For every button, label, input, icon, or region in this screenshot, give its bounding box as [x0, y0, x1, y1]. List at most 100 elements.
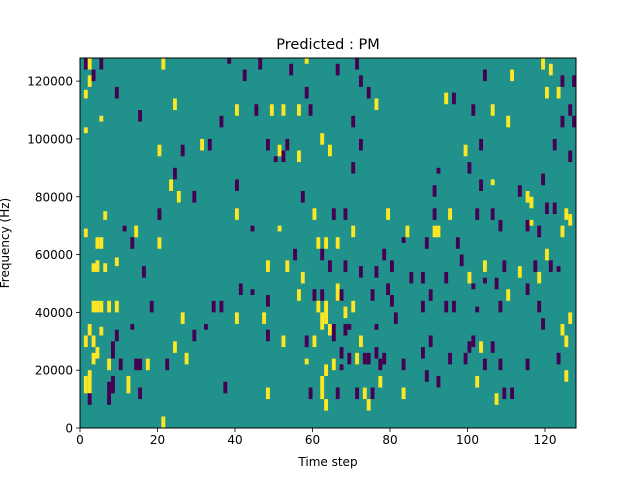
heatmap-cell-high [95, 260, 100, 272]
heatmap-cell-low [498, 358, 503, 371]
heatmap-cell-low [556, 266, 561, 272]
heatmap-cell-high [180, 312, 185, 324]
x-tick-label: 20 [150, 433, 165, 447]
heatmap-cell-high [401, 387, 406, 400]
heatmap-cell-high [83, 335, 88, 348]
heatmap-cell-low [351, 115, 356, 128]
heatmap-cell-low [452, 92, 456, 105]
heatmap-cell-low [428, 335, 433, 348]
heatmap-cell-high [545, 248, 549, 261]
heatmap-cell-high [87, 58, 92, 70]
heatmap-cell-low [157, 208, 162, 220]
heatmap-cell-low [475, 208, 480, 220]
heatmap-cell-high [176, 190, 181, 203]
heatmap-cell-low [130, 323, 135, 330]
heatmap-cell-low [339, 347, 344, 359]
heatmap-cell-low [192, 329, 197, 342]
heatmap-cell-high [83, 127, 88, 134]
heatmap-cell-low [374, 323, 379, 330]
heatmap-cell-high [99, 326, 104, 336]
heatmap-cell-low [475, 306, 480, 313]
heatmap-cell-low [111, 341, 115, 359]
heatmap-cell-low [138, 358, 143, 371]
heatmap-cell-high [324, 300, 329, 324]
heatmap-cell-high [145, 358, 150, 371]
heatmap-cell-high [297, 104, 301, 116]
heatmap-cell-high [351, 300, 356, 313]
heatmap-cell-low [285, 138, 290, 151]
heatmap-cell-high [277, 144, 282, 157]
heatmap-cell-high [107, 300, 112, 313]
heatmap-cell-low [343, 323, 348, 336]
heatmap-cell-low [359, 75, 363, 87]
heatmap-cell-high [564, 335, 569, 348]
heatmap-cell-low [118, 358, 123, 371]
heatmap-cell-high [374, 98, 379, 111]
heatmap-cell-high [235, 208, 239, 220]
heatmap-cell-high [157, 237, 162, 249]
heatmap-cell-high [359, 335, 363, 348]
heatmap-cell-high [320, 133, 325, 145]
heatmap-cell-high [281, 335, 286, 348]
heatmap-cell-low [343, 260, 348, 272]
heatmap-cell-low [328, 260, 332, 272]
heatmap-cell-low [235, 179, 239, 191]
heatmap-cell-low [335, 387, 340, 400]
heatmap-cell-low [331, 323, 336, 342]
heatmap-cell-high [99, 115, 104, 122]
heatmap-cell-high [320, 375, 325, 388]
heatmap-cell-low [548, 260, 553, 272]
heatmap-cell-high [297, 289, 301, 301]
heatmap-cell-high [235, 312, 239, 324]
heatmap-cell-low [180, 144, 185, 157]
heatmap-cell-high [525, 190, 530, 203]
heatmap-cell-low [266, 138, 270, 151]
heatmap-cell-low [401, 358, 406, 371]
heatmap-cell-high [335, 237, 340, 249]
heatmap-cell-high [83, 89, 88, 99]
heatmap-cell-low [351, 162, 356, 174]
heatmap-cell-high [87, 370, 92, 394]
y-tick-label: 60000 [35, 248, 73, 262]
heatmap-cell-high [83, 375, 88, 394]
heatmap-cell-high [556, 86, 561, 99]
heatmap-cell-high [568, 312, 573, 324]
heatmap-cell-high [483, 260, 487, 272]
heatmap-cell-high [99, 300, 104, 313]
heatmap-cell-low [537, 225, 542, 238]
heatmap-cell-low [533, 260, 538, 272]
heatmap-cell-low [339, 289, 344, 301]
heatmap-cell-low [366, 86, 371, 99]
heatmap-cell-high [351, 225, 356, 238]
heatmap-cell-low [494, 277, 499, 290]
heatmap-cell-high [266, 387, 270, 400]
heatmap-cell-low [552, 202, 557, 215]
heatmap-cell-low [390, 260, 394, 272]
heatmap-cell-high [479, 341, 484, 353]
heatmap-cell-low [552, 138, 557, 151]
heatmap-cell-low [432, 185, 437, 197]
heatmap-cell-high [173, 341, 177, 353]
heatmap-cell-high [304, 58, 309, 64]
heatmap-cell-high [444, 92, 449, 105]
heatmap-cell-low [134, 358, 139, 371]
heatmap-cell-high [91, 300, 96, 313]
heatmap-cell-high [328, 144, 332, 157]
heatmap-cell-low [91, 69, 96, 82]
heatmap-cell-low [556, 352, 561, 365]
heatmap-cell-low [545, 202, 549, 215]
heatmap-cell-low [401, 237, 406, 243]
heatmap-cell-high [529, 219, 534, 226]
heatmap-cell-high [134, 225, 139, 238]
heatmap-cell-low [424, 370, 429, 382]
heatmap-cell-low [421, 271, 425, 284]
heatmap-cell-low [490, 341, 495, 353]
heatmap-cell-low [355, 387, 360, 400]
heatmap-cell-high [312, 208, 317, 220]
x-tick-label: 0 [76, 433, 84, 447]
heatmap-cell-high [91, 352, 96, 365]
heatmap-cell-low [479, 138, 484, 151]
heatmap-cell-high [343, 306, 348, 319]
heatmap-cell-low [421, 300, 425, 313]
